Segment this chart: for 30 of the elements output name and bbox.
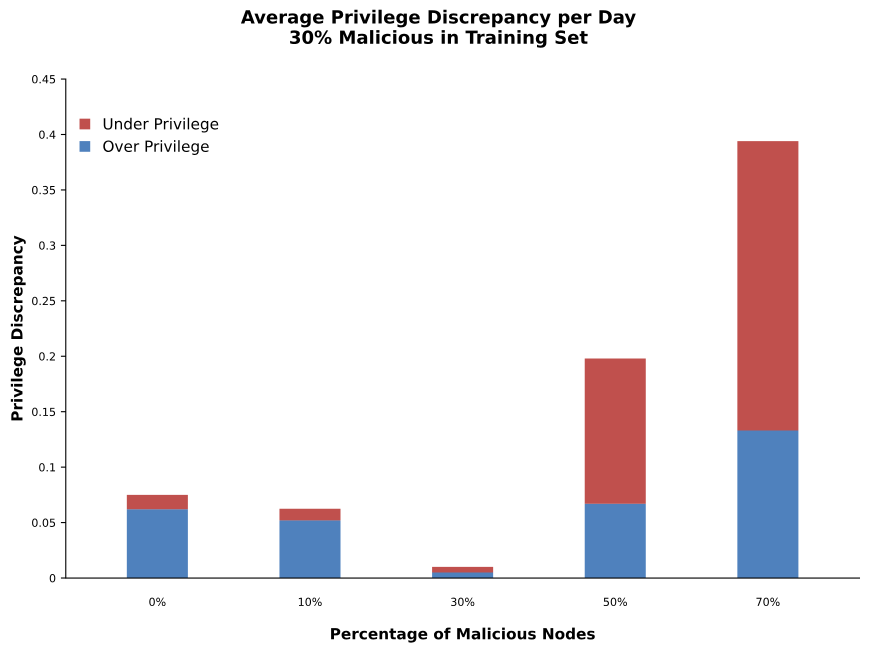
x-tick-label: 70% [756, 598, 780, 606]
bar [584, 504, 646, 578]
bar [126, 494, 188, 510]
x-axis-title: Percentage of Malicious Nodes [331, 628, 595, 643]
bar [432, 572, 494, 578]
y-tick-label: 0.4 [39, 130, 56, 139]
legend-label: Over Privilege [103, 140, 209, 155]
y-tick-label: 0.25 [32, 296, 56, 306]
chart-title: Average Privilege Discrepancy per Day 30% Malicious in Training Set [240, 10, 636, 48]
y-tick-label: 0.45 [32, 75, 56, 84]
bar [126, 509, 188, 578]
y-tick-label: 0.05 [32, 518, 56, 527]
bar [737, 430, 798, 578]
y-tick-label: 0.35 [32, 186, 56, 194]
y-axis-title: Privilege Discrepancy [10, 236, 26, 420]
x-tick-label: 0% [149, 598, 166, 606]
y-tick-label: 0.2 [39, 352, 55, 361]
bar [279, 520, 341, 578]
x-tick-label: 50% [604, 598, 627, 606]
y-tick-label: 0 [50, 574, 56, 582]
x-tick-label: 30% [451, 598, 474, 606]
y-tick-label: 0.1 [39, 463, 56, 472]
x-tick-label: 10% [298, 598, 322, 606]
bar [584, 358, 646, 504]
bar [279, 508, 341, 520]
bar [737, 141, 798, 431]
bar [432, 566, 494, 572]
legend-label: Under Privilege [104, 118, 218, 133]
y-tick-label: 0.15 [32, 408, 56, 416]
y-tick-label: 0.3 [39, 241, 56, 250]
